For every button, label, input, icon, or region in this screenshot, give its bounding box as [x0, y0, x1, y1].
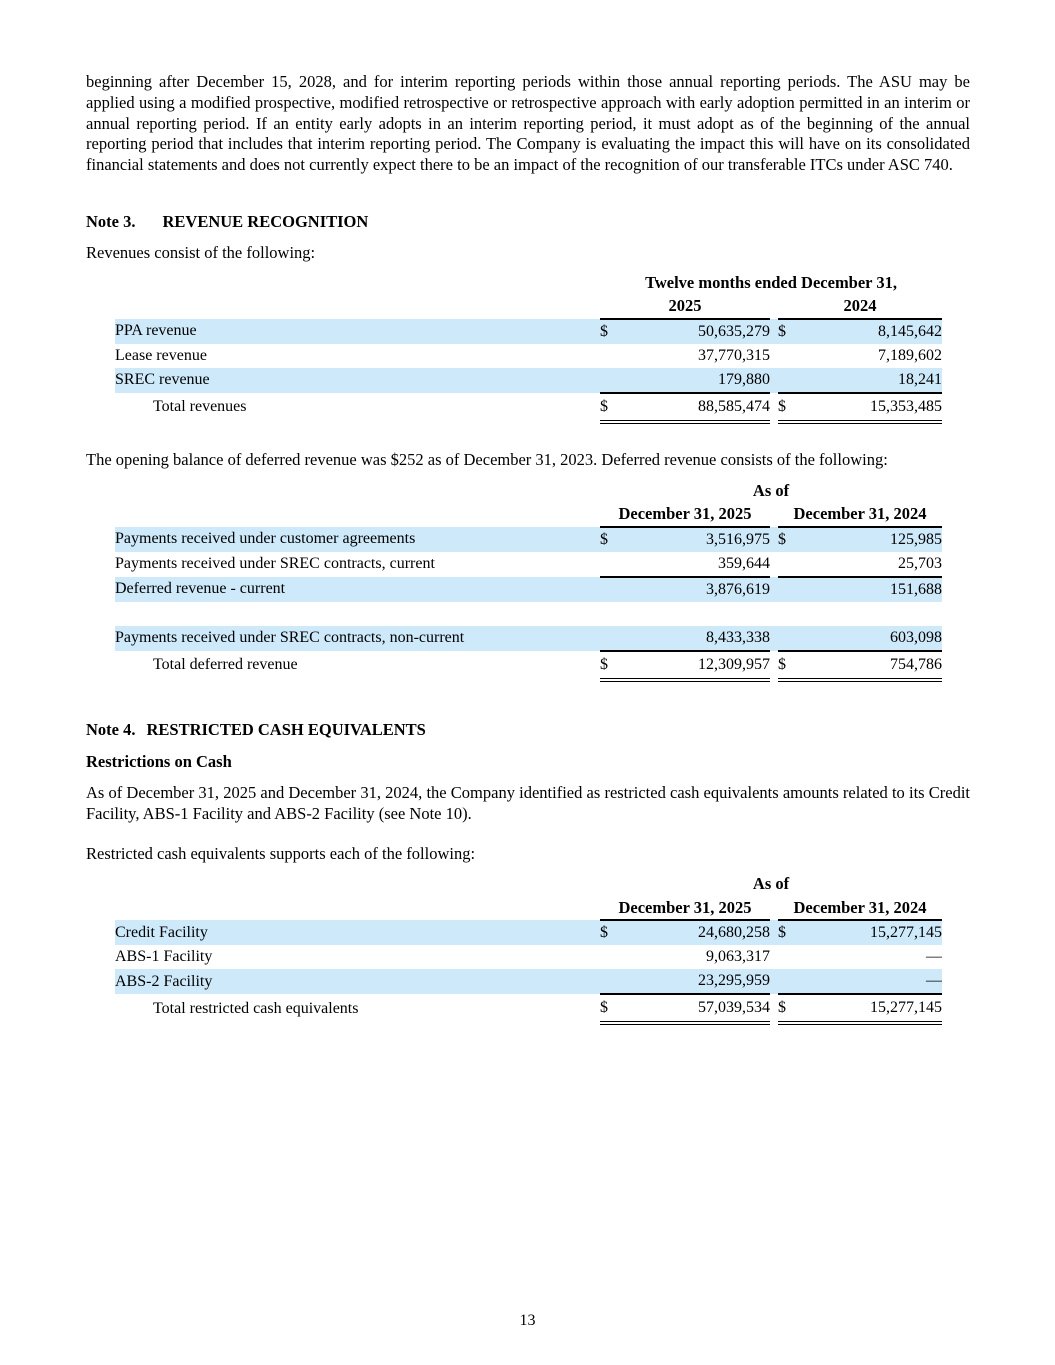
- row-label: Payments received under customer agreeme…: [115, 526, 600, 552]
- value-2025: 50,635,279: [622, 318, 770, 344]
- period-header: As of: [752, 874, 790, 894]
- note3-label: Note 3.: [86, 211, 136, 231]
- currency-symbol: $: [600, 392, 622, 424]
- column-header-row: December 31, 2025 December 31, 2024: [115, 896, 943, 922]
- value-2025: 57,039,534: [622, 994, 770, 1026]
- page-number: 13: [519, 1312, 536, 1329]
- table-row: Payments received under SREC contracts, …: [115, 625, 943, 652]
- note4-title: RESTRICTED CASH EQUIVALENTS: [146, 719, 426, 739]
- row-label: SREC revenue: [115, 367, 600, 393]
- value-2025: 12,309,957: [622, 650, 770, 682]
- value-2025: 3,876,619: [622, 576, 770, 602]
- value-2025: 37,770,315: [698, 346, 770, 364]
- row-label: Lease revenue: [115, 346, 207, 364]
- table-row: SREC revenue 179,880 18,241: [115, 367, 943, 394]
- row-label: Total deferred revenue: [153, 656, 298, 674]
- column-header-2025: December 31, 2025: [600, 502, 770, 528]
- spacer-row: [115, 602, 942, 626]
- restrictions-on-cash-subheading: Restrictions on Cash: [86, 751, 232, 771]
- currency-symbol: $: [778, 392, 800, 424]
- note3-title: REVENUE RECOGNITION: [162, 211, 369, 231]
- subtotal-row: Deferred revenue - current 3,876,619 151…: [115, 576, 943, 602]
- row-label: ABS-2 Facility: [115, 969, 600, 995]
- revenues-table: Twelve months ended December 31, 2025 20…: [115, 271, 943, 424]
- currency-symbol: $: [778, 318, 800, 344]
- note4-label: Note 4.: [86, 719, 136, 739]
- column-header-2024: December 31, 2024: [778, 896, 943, 922]
- table-row: ABS-1 Facility 9,063,317 —: [115, 945, 942, 969]
- revenues-lead: Revenues consist of the following:: [86, 242, 316, 262]
- currency-symbol: $: [778, 994, 800, 1026]
- deferred-revenue-table: As of December 31, 2025 December 31, 202…: [115, 479, 943, 682]
- column-header-2025: December 31, 2025: [600, 896, 770, 922]
- period-header-row: As of: [115, 479, 942, 503]
- note4-heading: Note 4. RESTRICTED CASH EQUIVALENTS: [86, 720, 970, 740]
- table-row: Payments received under SREC contracts, …: [115, 551, 943, 578]
- row-label: ABS-1 Facility: [115, 948, 213, 966]
- value-2024: 18,241: [800, 367, 943, 394]
- value-2024: —: [800, 969, 943, 996]
- value-2025: 23,295,959: [622, 969, 770, 996]
- row-label: Credit Facility: [115, 920, 600, 946]
- deferred-revenue-paragraph: The opening balance of deferred revenue …: [86, 449, 888, 469]
- value-2024: 125,985: [800, 526, 943, 552]
- value-2024: 15,277,145: [800, 994, 943, 1026]
- restricted-cash-table: As of December 31, 2025 December 31, 202…: [115, 872, 943, 1026]
- row-label: Deferred revenue - current: [115, 576, 600, 602]
- value-2024: 151,688: [800, 576, 943, 602]
- note3-heading: Note 3. REVENUE RECOGNITION: [86, 212, 970, 232]
- value-2025: 8,433,338: [622, 625, 770, 652]
- row-label: Payments received under SREC contracts, …: [115, 555, 435, 573]
- column-header-row: 2025 2024: [115, 294, 943, 320]
- currency-symbol: $: [778, 526, 800, 552]
- value-2025: 179,880: [622, 367, 770, 394]
- value-2024: 8,145,642: [800, 318, 943, 344]
- period-header: Twelve months ended December 31,: [645, 272, 897, 292]
- value-2024: 603,098: [800, 625, 943, 652]
- value-2025: 88,585,474: [622, 392, 770, 424]
- value-2024: 754,786: [800, 650, 943, 682]
- row-label: PPA revenue: [115, 318, 600, 344]
- restricted-cash-paragraph: As of December 31, 2025 and December 31,…: [86, 782, 970, 823]
- column-header-2025: 2025: [600, 294, 770, 320]
- value-2025: 24,680,258: [622, 920, 770, 946]
- table-row: Payments received under customer agreeme…: [115, 526, 943, 552]
- currency-symbol: $: [600, 318, 622, 344]
- value-2025: 359,644: [622, 551, 770, 578]
- currency-symbol: $: [778, 920, 800, 946]
- table-row: Credit Facility $ 24,680,258 $ 15,277,14…: [115, 920, 943, 946]
- restricted-cash-lead: Restricted cash equivalents supports eac…: [86, 844, 476, 864]
- row-label: Payments received under SREC contracts, …: [115, 625, 600, 651]
- value-2025: 3,516,975: [622, 526, 770, 552]
- currency-symbol: $: [600, 526, 622, 552]
- total-row: Total revenues $ 88,585,474 $ 15,353,485: [115, 392, 943, 424]
- total-row: Total deferred revenue $ 12,309,957 $ 75…: [115, 650, 943, 682]
- table-row: PPA revenue $ 50,635,279 $ 8,145,642: [115, 318, 943, 344]
- period-header-row: As of: [115, 872, 942, 896]
- column-header-2024: 2024: [778, 294, 943, 320]
- total-row: Total restricted cash equivalents $ 57,0…: [115, 994, 943, 1026]
- page-content: beginning after December 15, 2028, and f…: [86, 72, 970, 1026]
- intro-paragraph: beginning after December 15, 2028, and f…: [86, 72, 970, 175]
- currency-symbol: $: [600, 920, 622, 946]
- period-header-row: Twelve months ended December 31,: [115, 271, 942, 295]
- currency-symbol: $: [600, 650, 622, 682]
- value-2024: 15,353,485: [800, 392, 943, 424]
- row-label: Total revenues: [153, 398, 247, 416]
- value-2024: 25,703: [800, 551, 943, 578]
- table-row: ABS-2 Facility 23,295,959 —: [115, 969, 943, 996]
- value-2024: 7,189,602: [878, 346, 943, 364]
- currency-symbol: $: [778, 650, 800, 682]
- table-row: Lease revenue 37,770,315 7,189,602: [115, 344, 942, 368]
- currency-symbol: $: [600, 994, 622, 1026]
- value-2025: 9,063,317: [706, 948, 770, 966]
- column-header-row: December 31, 2025 December 31, 2024: [115, 502, 943, 528]
- row-label: Total restricted cash equivalents: [153, 999, 359, 1017]
- value-2024: —: [926, 948, 943, 966]
- value-2024: 15,277,145: [800, 920, 943, 946]
- period-header: As of: [752, 480, 790, 500]
- column-header-2024: December 31, 2024: [778, 502, 943, 528]
